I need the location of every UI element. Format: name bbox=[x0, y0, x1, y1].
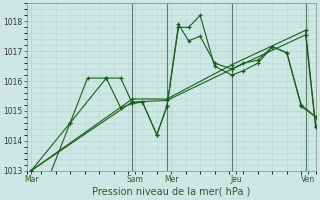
X-axis label: Pression niveau de la mer( hPa ): Pression niveau de la mer( hPa ) bbox=[92, 187, 251, 197]
